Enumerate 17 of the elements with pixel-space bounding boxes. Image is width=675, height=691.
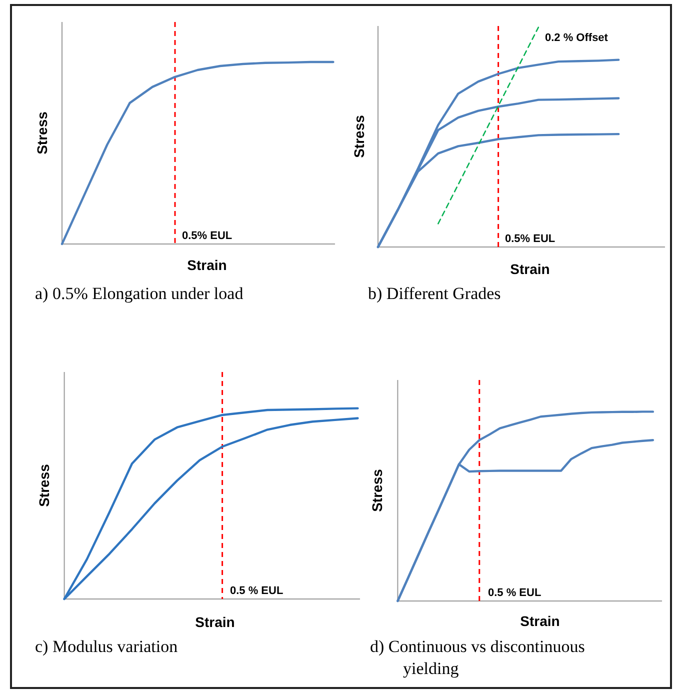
text: b) Different Grades: [368, 284, 501, 303]
annotation: 0.5 % EUL: [230, 585, 284, 597]
x-axis-title: Strain: [510, 261, 550, 277]
text: a) 0.5% Elongation under load: [35, 284, 244, 303]
annotation: 0.5% EUL: [505, 233, 556, 245]
y-axis-title: Stress: [36, 464, 52, 507]
y-axis-title: Stress: [34, 111, 50, 154]
text: c) Modulus variation: [35, 637, 178, 656]
text: d) Continuous vs discontinuous yielding: [370, 637, 585, 678]
x-axis-title: Strain: [520, 613, 560, 629]
x-axis-title: Strain: [195, 614, 235, 630]
y-axis-title: Stress: [369, 468, 385, 512]
annotation: 0.2 % Offset: [545, 32, 608, 44]
annotation: 0.5 % EUL: [488, 587, 542, 599]
y-axis-title: Stress: [351, 114, 367, 158]
annotation: 0.5% EUL: [182, 230, 232, 242]
x-axis-title: Strain: [187, 257, 227, 273]
